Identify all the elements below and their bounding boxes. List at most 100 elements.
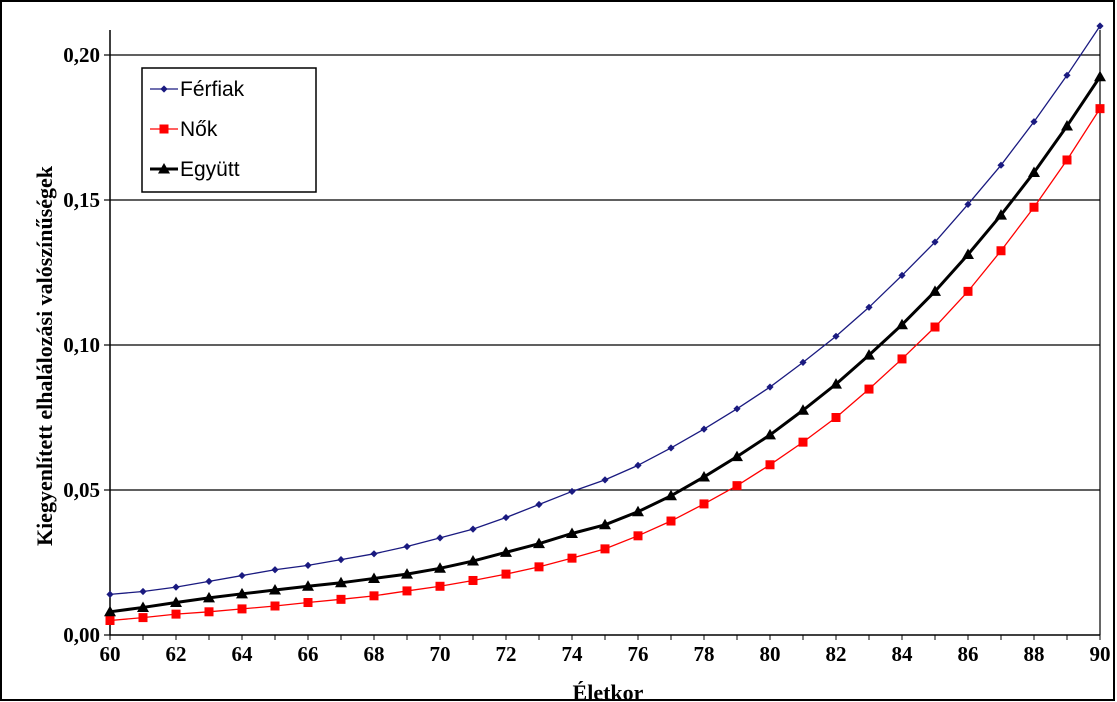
data-point bbox=[403, 542, 411, 551]
data-point bbox=[203, 591, 215, 603]
data-point bbox=[1094, 70, 1106, 82]
x-tick-label: 80 bbox=[760, 642, 781, 666]
y-axis-title: Kiegyenlített elhalálozási valószínűsége… bbox=[32, 165, 57, 546]
data-point bbox=[831, 413, 841, 422]
data-point bbox=[1061, 120, 1073, 131]
data-point bbox=[369, 591, 379, 601]
data-point bbox=[929, 285, 941, 296]
x-tick-label: 60 bbox=[100, 642, 121, 666]
data-point bbox=[104, 605, 116, 617]
data-point bbox=[204, 607, 214, 617]
data-point bbox=[733, 405, 741, 413]
data-point bbox=[699, 499, 709, 509]
y-tick-label: 0,20 bbox=[63, 43, 100, 67]
series-2 bbox=[105, 104, 1105, 625]
x-tick-label: 82 bbox=[826, 642, 847, 666]
data-point bbox=[238, 571, 246, 580]
data-point bbox=[337, 556, 345, 564]
y-tick-label: 0,00 bbox=[63, 623, 100, 647]
data-point bbox=[930, 322, 940, 332]
data-point bbox=[996, 246, 1006, 256]
y-tick-label: 0,15 bbox=[63, 188, 100, 212]
series-3 bbox=[104, 70, 1106, 617]
data-point bbox=[832, 332, 840, 340]
data-point bbox=[731, 450, 743, 462]
axes bbox=[104, 30, 1101, 640]
data-point bbox=[632, 505, 644, 517]
data-point bbox=[898, 271, 906, 279]
data-point bbox=[105, 616, 115, 625]
data-point bbox=[600, 544, 610, 554]
x-tick-label: 84 bbox=[892, 642, 914, 666]
data-point bbox=[270, 601, 280, 611]
data-point bbox=[336, 594, 346, 604]
x-tick-label: 88 bbox=[1024, 642, 1045, 666]
data-point bbox=[435, 581, 445, 591]
data-point bbox=[500, 546, 512, 557]
legend-label: Nők bbox=[180, 118, 218, 141]
data-point bbox=[897, 354, 907, 364]
data-point bbox=[698, 470, 710, 482]
data-point bbox=[798, 437, 808, 447]
data-point bbox=[533, 537, 545, 549]
data-point bbox=[700, 425, 708, 433]
data-point bbox=[502, 513, 510, 522]
y-tick-label: 0,10 bbox=[63, 333, 100, 357]
data-point bbox=[997, 161, 1005, 169]
grid-lines bbox=[110, 54, 1100, 491]
data-point bbox=[665, 489, 677, 501]
data-point bbox=[106, 590, 114, 598]
data-point bbox=[137, 601, 149, 612]
data-point bbox=[566, 527, 578, 538]
data-point bbox=[402, 586, 412, 596]
y-tick-labels: 0,00 0,05 0,10 0,15 0,20 bbox=[63, 43, 100, 647]
data-point bbox=[799, 358, 807, 366]
data-point bbox=[567, 553, 577, 563]
data-point bbox=[170, 596, 182, 608]
data-point bbox=[160, 85, 168, 93]
data-point bbox=[172, 583, 180, 591]
data-point bbox=[1096, 22, 1104, 30]
data-point bbox=[269, 584, 281, 595]
data-point bbox=[534, 562, 544, 572]
data-point bbox=[436, 534, 444, 542]
data-point bbox=[303, 598, 313, 608]
data-point bbox=[896, 318, 908, 330]
x-tick-label: 86 bbox=[958, 642, 979, 666]
data-point bbox=[1062, 155, 1072, 165]
data-point bbox=[666, 516, 676, 526]
x-tick-label: 76 bbox=[628, 642, 649, 666]
data-point bbox=[931, 238, 939, 246]
data-point bbox=[171, 609, 181, 619]
legend: Férfiak Nők Együtt bbox=[141, 67, 317, 193]
data-point bbox=[271, 566, 279, 574]
data-point bbox=[568, 487, 576, 496]
x-tick-label: 90 bbox=[1090, 642, 1111, 666]
data-point bbox=[634, 461, 642, 469]
data-point bbox=[401, 568, 413, 579]
data-point bbox=[962, 248, 974, 260]
data-point bbox=[830, 378, 842, 389]
data-point bbox=[236, 587, 248, 599]
data-point bbox=[865, 303, 873, 311]
legend-label: Férfiak bbox=[180, 78, 245, 101]
data-point bbox=[434, 562, 446, 573]
data-point bbox=[797, 404, 809, 415]
data-point bbox=[237, 604, 247, 614]
data-point bbox=[159, 124, 169, 134]
data-point bbox=[766, 383, 774, 391]
data-point bbox=[601, 476, 609, 484]
data-point bbox=[633, 531, 643, 541]
data-point bbox=[667, 444, 675, 452]
data-point bbox=[535, 500, 543, 509]
data-point bbox=[765, 460, 775, 470]
data-point bbox=[368, 572, 380, 583]
data-point bbox=[139, 587, 147, 596]
data-point bbox=[304, 561, 312, 569]
series-group bbox=[104, 22, 1106, 625]
data-point bbox=[964, 200, 972, 208]
data-point bbox=[469, 525, 477, 533]
data-point bbox=[1063, 71, 1071, 79]
data-point bbox=[158, 163, 170, 174]
